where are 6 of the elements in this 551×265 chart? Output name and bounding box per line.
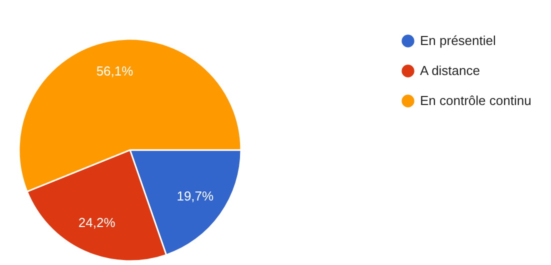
legend-label: A distance [420,63,480,78]
data-label: 19,7% [176,188,214,204]
data-label: 24,2% [78,214,116,230]
legend-label: En contrôle continu [420,93,532,108]
legend-label: En présentiel [420,33,496,48]
data-label: 56,1% [96,63,134,78]
